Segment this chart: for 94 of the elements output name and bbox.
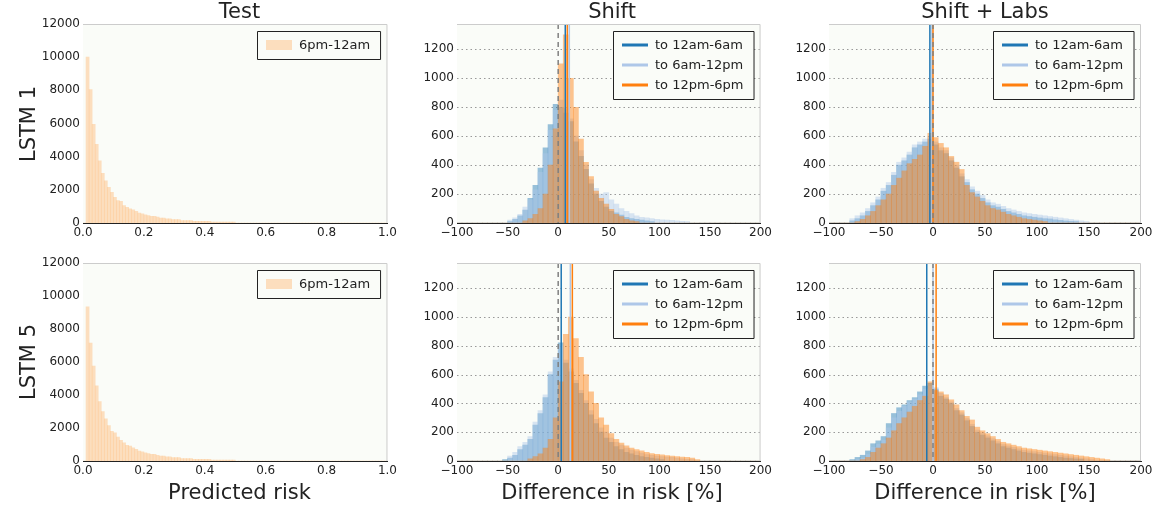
y-tick-label: 800	[431, 337, 454, 352]
x-tick-label: 0	[929, 225, 937, 240]
y-tick-label: 800	[431, 99, 454, 114]
x-tick-label: −50	[868, 463, 894, 478]
y-tick-label: 8000	[49, 82, 80, 97]
legend-label: to 12pm-6pm	[1035, 77, 1124, 93]
x-tick-label: 0	[929, 463, 937, 478]
legend-label: 6pm-12am	[299, 276, 371, 292]
chart-title: Shift + Labs	[921, 0, 1049, 23]
y-tick-label: 2000	[49, 181, 80, 196]
y-tick-label: 1000	[795, 70, 826, 85]
y-tick-label: 400	[431, 395, 454, 410]
x-tick-label: −50	[494, 463, 521, 478]
x-tick-label: 0.0	[73, 225, 93, 240]
x-tick-label: 0.2	[134, 463, 154, 478]
chart-title: Shift	[588, 0, 636, 23]
y-tick-label: 4000	[49, 148, 80, 163]
legend-label: to 12am-6am	[655, 276, 743, 292]
x-tick-label: 0.2	[134, 225, 154, 240]
x-axis-title: Difference in risk [%]	[874, 479, 1096, 505]
y-tick-label: 1200	[423, 41, 454, 56]
y-tick-label: 12000	[41, 16, 80, 31]
x-tick-label: 150	[1077, 225, 1101, 240]
y-tick-label: 200	[431, 424, 454, 439]
y-tick-label: 8000	[49, 321, 80, 336]
legend-label: to 6am-12pm	[1035, 57, 1124, 73]
x-tick-label: 150	[1077, 463, 1101, 478]
legend-label: to 12am-6am	[1035, 37, 1123, 53]
y-tick-label: 1000	[423, 70, 454, 85]
y-tick-label: 4000	[49, 387, 80, 402]
y-tick-label: 1200	[795, 41, 826, 56]
x-axis-title: Difference in risk [%]	[501, 479, 723, 505]
y-tick-label: 12000	[41, 255, 80, 270]
x-tick-label: 100	[647, 463, 671, 478]
y-tick-label: 1200	[795, 280, 826, 295]
x-tick-label: 50	[977, 225, 993, 240]
y-tick-label: 1000	[423, 309, 454, 324]
y-tick-label: 600	[431, 366, 454, 381]
x-tick-label: 200	[749, 463, 772, 478]
y-tick-label: 2000	[49, 420, 80, 435]
y-tick-label: 1000	[795, 309, 826, 324]
legend-label: to 12am-6am	[655, 37, 743, 53]
legend-label: to 6am-12pm	[655, 296, 744, 312]
x-tick-label: 0.6	[256, 225, 276, 240]
y-tick-label: 6000	[49, 115, 80, 130]
x-tick-label: 0.0	[73, 463, 93, 478]
y-tick-label: 200	[803, 424, 826, 439]
x-tick-label: 50	[601, 463, 617, 478]
legend-label: to 12pm-6pm	[1035, 316, 1124, 332]
x-tick-label: −50	[868, 225, 894, 240]
y-axis-title: LSTM 1	[15, 85, 41, 162]
y-tick-label: 200	[803, 186, 826, 201]
y-tick-label: 600	[431, 128, 454, 143]
x-tick-label: 200	[1129, 225, 1153, 240]
x-tick-label: 150	[698, 463, 722, 478]
y-axis-title: LSTM 5	[15, 323, 41, 401]
y-tick-label: 1200	[423, 280, 454, 295]
x-tick-label: 0	[554, 225, 562, 240]
y-tick-label: 10000	[41, 49, 80, 64]
legend-label: to 12pm-6pm	[655, 316, 744, 332]
x-tick-label: 200	[749, 225, 772, 240]
x-tick-label: 0.4	[195, 463, 215, 478]
x-tick-label: 100	[647, 225, 671, 240]
y-tick-label: 400	[431, 157, 454, 172]
x-tick-label: 150	[698, 225, 722, 240]
x-tick-label: −50	[494, 225, 521, 240]
legend-label: to 6am-12pm	[1035, 296, 1124, 312]
x-tick-label: 0.8	[317, 463, 337, 478]
x-tick-label: 0.8	[317, 225, 337, 240]
legend-label: 6pm-12am	[299, 37, 371, 53]
x-tick-label: 100	[1025, 225, 1049, 240]
y-tick-label: 800	[803, 99, 826, 114]
x-tick-label: 0.4	[195, 225, 215, 240]
x-tick-label: 1.0	[377, 225, 397, 240]
x-tick-label: 200	[1129, 463, 1153, 478]
legend-label: to 6am-12pm	[655, 57, 744, 73]
legend-label: to 12pm-6pm	[655, 77, 744, 93]
y-tick-label: 800	[803, 337, 826, 352]
x-tick-label: 50	[601, 225, 617, 240]
x-axis-title: Predicted risk	[168, 479, 311, 505]
y-tick-label: 6000	[49, 354, 80, 369]
x-tick-label: 1.0	[377, 463, 397, 478]
legend-label: to 12am-6am	[1035, 276, 1123, 292]
x-tick-label: 0	[554, 463, 562, 478]
chart-title: Test	[218, 0, 261, 23]
x-tick-label: 100	[1025, 463, 1049, 478]
y-tick-label: 200	[431, 186, 454, 201]
y-tick-label: 600	[803, 366, 826, 381]
y-tick-label: 600	[803, 128, 826, 143]
y-tick-label: 400	[803, 157, 826, 172]
y-tick-label: 10000	[41, 288, 80, 303]
x-tick-label: 0.6	[256, 463, 276, 478]
x-tick-label: 50	[977, 463, 993, 478]
y-tick-label: 400	[803, 395, 826, 410]
